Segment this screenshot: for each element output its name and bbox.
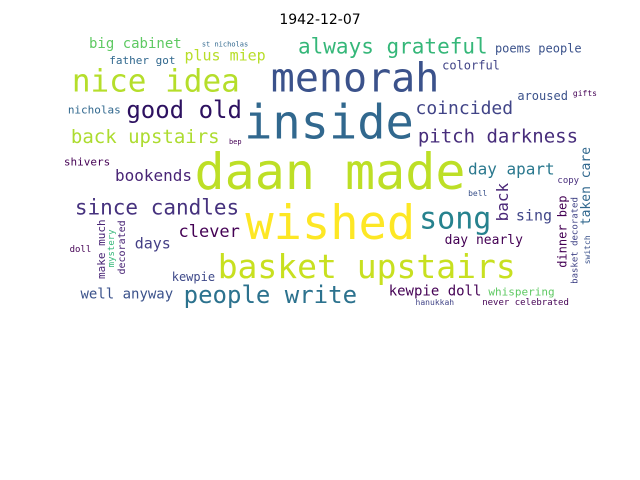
cloud-word: bell xyxy=(468,189,487,198)
cloud-word: people write xyxy=(184,281,357,309)
cloud-word: nicholas xyxy=(68,104,121,117)
cloud-word: colorful xyxy=(442,58,500,72)
cloud-word: father got xyxy=(109,54,175,67)
cloud-word: inside xyxy=(244,96,414,151)
cloud-word: always grateful xyxy=(298,35,488,59)
cloud-word: mystery xyxy=(107,229,117,268)
cloud-word: well anyway xyxy=(80,287,173,303)
cloud-word: decorated xyxy=(117,220,128,274)
cloud-word: big cabinet xyxy=(89,36,182,52)
cloud-word: coincided xyxy=(416,98,514,119)
cloud-word: basket upstairs xyxy=(218,247,516,286)
cloud-word: st nicholas xyxy=(202,40,248,48)
cloud-word: make much xyxy=(95,219,108,279)
cloud-word: gifts xyxy=(573,89,597,98)
cloud-word: days xyxy=(135,235,171,253)
cloud-word: dinner bep xyxy=(555,196,569,268)
cloud-word: good old xyxy=(126,96,242,124)
cloud-word: menorah xyxy=(271,56,440,102)
cloud-word: pitch darkness xyxy=(418,126,578,148)
cloud-word: daan made xyxy=(195,143,466,201)
cloud-word: taken care xyxy=(579,147,594,225)
cloud-word: basket decorated xyxy=(570,197,580,284)
cloud-word: kewpie xyxy=(172,270,215,284)
cloud-word: shivers xyxy=(64,155,110,168)
cloud-word: back xyxy=(493,182,512,221)
cloud-word: day nearly xyxy=(445,233,523,248)
cloud-word: sing xyxy=(516,207,552,225)
cloud-word: song xyxy=(419,201,491,236)
cloud-word: wished xyxy=(245,196,415,251)
cloud-word: bookends xyxy=(115,166,192,185)
chart-title: 1942-12-07 xyxy=(279,12,361,28)
cloud-word: never celebrated xyxy=(482,298,569,308)
cloud-word: doll xyxy=(70,245,92,255)
cloud-word: back upstairs xyxy=(71,126,220,148)
cloud-word: aroused xyxy=(517,89,568,103)
cloud-word: clever xyxy=(178,222,239,242)
cloud-word: copy xyxy=(557,176,579,186)
cloud-word: switch xyxy=(583,235,592,264)
cloud-word: bep xyxy=(229,138,242,146)
cloud-word: nice idea xyxy=(72,64,240,100)
cloud-word: day apart xyxy=(468,160,555,179)
cloud-word: plus miep xyxy=(184,46,265,64)
cloud-word: poems people xyxy=(495,41,582,55)
cloud-word: kewpie doll xyxy=(389,283,482,299)
cloud-word: whispering xyxy=(488,285,554,298)
cloud-word: hanukkah xyxy=(416,298,455,307)
cloud-word: since candles xyxy=(75,196,239,220)
